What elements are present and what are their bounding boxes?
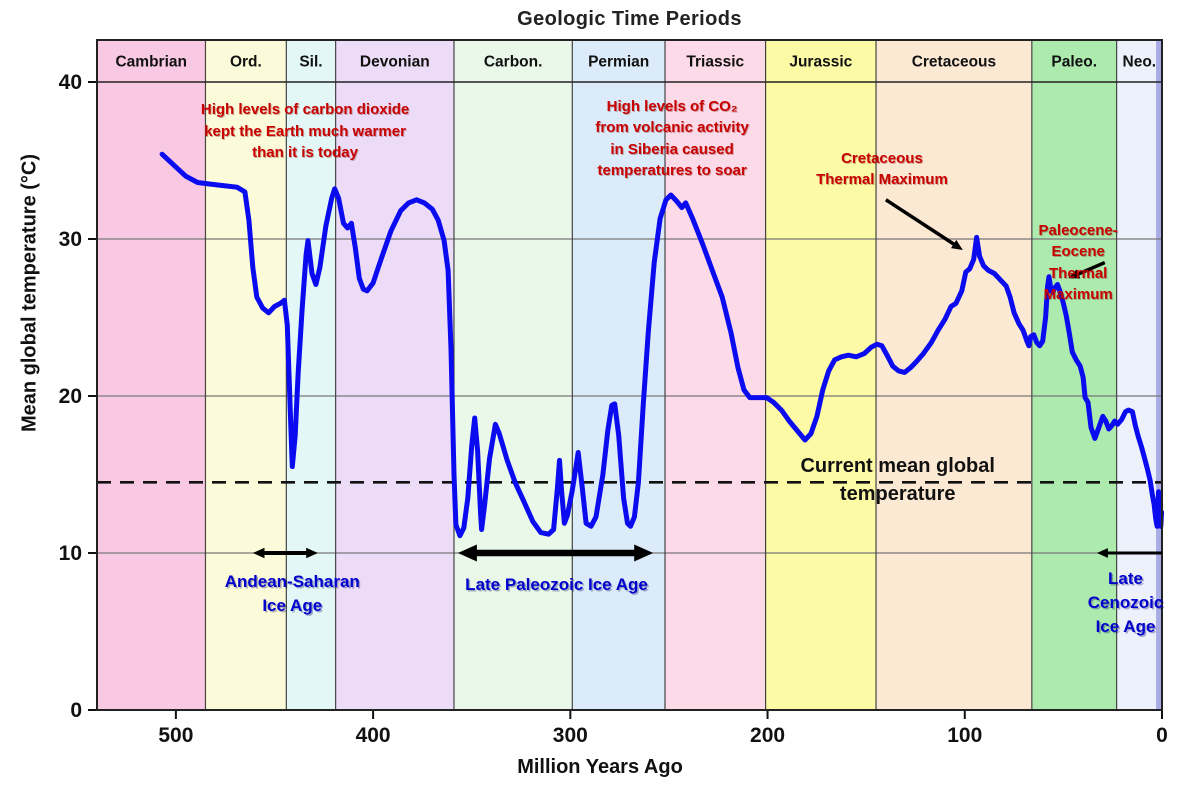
petm-arrow-head <box>1068 269 1081 279</box>
andean-saharan-arrow-head <box>306 547 318 559</box>
period-label-neo: Neo. <box>1123 54 1157 71</box>
period-label-cretaceous: Cretaceous <box>912 54 996 71</box>
annotation-paleozoic-ice-age: Late Paleozoic Ice Age <box>465 575 648 595</box>
period-label-ord: Ord. <box>230 54 262 71</box>
x-tick-label: 400 <box>356 724 391 747</box>
annotation-petm: Paleocene-Eocene Thermal Maximum <box>1038 222 1118 304</box>
period-band-devonian <box>335 40 454 710</box>
period-label-carbon: Carbon. <box>484 54 543 71</box>
y-tick-label: 30 <box>59 228 82 251</box>
period-band-jurassic <box>765 40 877 710</box>
period-band-carbon <box>453 40 573 710</box>
x-tick-label: 200 <box>750 724 785 747</box>
annotation-cenozoic-ice-age: Late Cenozoic Ice Age <box>1087 569 1164 637</box>
period-band-triassic <box>665 40 766 710</box>
plot-frame <box>96 39 1163 711</box>
y-tick-label: 20 <box>59 385 82 408</box>
period-label-sil: Sil. <box>299 54 322 71</box>
period-band-neo <box>1116 40 1162 710</box>
annotation-current-temperature: Current mean global temperature <box>800 454 995 506</box>
period-band-cambrian <box>97 40 206 710</box>
x-tick-label: 100 <box>947 724 982 747</box>
petm-arrow <box>1076 260 1106 277</box>
period-band-ord <box>205 40 287 710</box>
temperature-curve <box>159 151 1165 539</box>
period-band-cretaceous <box>876 40 1032 710</box>
period-band-permian <box>572 40 665 710</box>
annotation-andean-ice-age: Andean-Saharan Ice Age <box>224 572 360 616</box>
cretaceous-max-arrow-head <box>951 239 963 250</box>
period-label-devonian: Devonian <box>360 54 430 71</box>
y-tick-label: 10 <box>59 542 82 565</box>
x-axis-label: Million Years Ago <box>517 756 683 778</box>
period-label-jurassic: Jurassic <box>789 54 852 71</box>
period-label-triassic: Triassic <box>686 54 744 71</box>
cretaceous-max-arrow <box>884 198 956 247</box>
period-band-sil <box>286 40 336 710</box>
y-axis-label: Mean global temperature (°C) <box>18 153 41 433</box>
y-tick-label: 0 <box>70 699 82 722</box>
late-cenozoic-arrow-head <box>1096 548 1108 558</box>
x-tick-label: 300 <box>553 724 588 747</box>
period-label-permian: Permian <box>588 54 649 71</box>
period-label-paleo: Paleo. <box>1051 54 1097 71</box>
annotation-permian-co2: High levels of CO₂ from volcanic activit… <box>595 98 749 180</box>
andean-saharan-arrow-head <box>252 547 265 559</box>
annotation-cretaceous-max: Cretaceous Thermal Maximum <box>816 149 948 189</box>
x-tick-label: 500 <box>158 724 193 747</box>
period-label-cambrian: Cambrian <box>115 54 187 71</box>
period-band-paleo <box>1031 40 1117 710</box>
quaternary-strip <box>1156 40 1162 710</box>
x-tick-label: 0 <box>1156 724 1168 747</box>
late-paleozoic-arrow-head <box>457 544 477 562</box>
y-tick-label: 40 <box>59 71 82 94</box>
annotation-cambrian-co2: High levels of carbon dioxide kept the E… <box>200 101 410 161</box>
late-paleozoic-arrow-head <box>634 544 654 562</box>
chart-title: Geologic Time Periods <box>517 8 742 30</box>
